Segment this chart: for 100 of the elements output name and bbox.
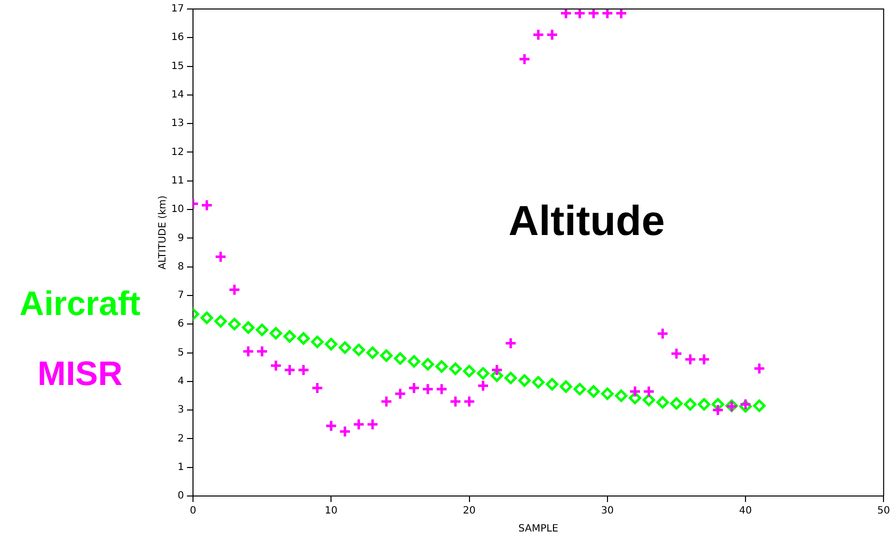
point [574, 382, 586, 396]
y-tick-label: 8 [178, 261, 184, 272]
point [546, 378, 558, 391]
point [422, 358, 434, 370]
point [656, 396, 669, 409]
point [601, 9, 614, 20]
point [311, 336, 324, 348]
y-axis-title: ALTITUDE (km) [158, 195, 169, 270]
point [642, 385, 656, 398]
point [242, 345, 254, 358]
point [324, 338, 338, 350]
y-tick-label: 17 [171, 4, 184, 15]
point [324, 420, 338, 432]
y-tick-label: 5 [178, 347, 184, 358]
point [546, 28, 558, 42]
y-tick-label: 7 [178, 290, 184, 302]
point [614, 389, 628, 402]
point [587, 385, 600, 398]
x-tick-label: 50 [877, 506, 890, 517]
point [338, 341, 352, 354]
point [200, 198, 214, 212]
point [587, 9, 600, 20]
point [270, 327, 282, 340]
point [366, 418, 379, 431]
text: Altitude [508, 196, 665, 244]
point [380, 395, 393, 408]
point [297, 332, 310, 345]
x-tick-label: 20 [462, 506, 476, 517]
y-tick-label: 2 [178, 433, 184, 444]
point [380, 349, 393, 362]
point [518, 374, 531, 387]
point [214, 250, 227, 264]
point [228, 283, 241, 296]
point [712, 404, 724, 416]
point [449, 395, 462, 408]
point [476, 367, 490, 380]
point [394, 387, 406, 400]
y-tick-label: 3 [178, 404, 184, 416]
x-tick-label: 30 [601, 506, 614, 517]
y-tick-label: 4 [178, 376, 184, 388]
y-tick-label: 10 [171, 204, 184, 216]
point [338, 425, 352, 438]
point [490, 364, 504, 376]
point [270, 359, 282, 372]
point [394, 352, 406, 365]
point [614, 9, 628, 20]
point [242, 321, 254, 334]
point [628, 385, 642, 398]
point [698, 398, 710, 411]
point [435, 360, 448, 373]
point [463, 364, 476, 378]
y-tick-label: 6 [178, 318, 184, 330]
point [449, 362, 462, 376]
point [698, 353, 710, 366]
y-tick-label: 11 [171, 175, 184, 186]
point [435, 382, 448, 396]
point [574, 9, 586, 20]
point [463, 395, 476, 408]
point [366, 346, 379, 360]
point [352, 344, 366, 356]
x-axis-title: SAMPLE [518, 524, 558, 535]
point [200, 312, 214, 324]
point [283, 330, 296, 343]
y-tick-label: 14 [171, 90, 184, 101]
point [311, 382, 324, 394]
point [753, 400, 766, 412]
point [504, 372, 517, 384]
series-label: Aircraft [18, 285, 142, 324]
y-tick-label: 13 [171, 118, 184, 130]
point [601, 387, 614, 400]
point [256, 324, 268, 336]
y-tick-label: 16 [171, 32, 184, 44]
y-tick-label: 9 [178, 232, 184, 244]
point [532, 28, 545, 42]
text: MISR [36, 355, 124, 394]
point [408, 355, 420, 368]
x-tick-label: 0 [190, 506, 196, 517]
point [408, 382, 420, 394]
point [256, 345, 268, 358]
point [352, 418, 366, 431]
point [560, 9, 572, 20]
y-tick-label: 15 [171, 60, 184, 72]
point [228, 318, 241, 330]
point [560, 380, 572, 393]
point [476, 379, 490, 392]
point [684, 353, 697, 366]
point [753, 362, 766, 375]
point [670, 397, 683, 410]
point [684, 398, 697, 411]
point [670, 347, 683, 360]
point [297, 364, 310, 376]
point [532, 376, 545, 389]
point [283, 364, 296, 376]
point [656, 327, 669, 340]
x-tick-label: 40 [739, 506, 752, 517]
point [422, 382, 434, 396]
y-tick-label: 12 [171, 146, 184, 158]
point [504, 337, 517, 350]
y-tick-label: 0 [178, 490, 184, 502]
point [518, 52, 531, 66]
